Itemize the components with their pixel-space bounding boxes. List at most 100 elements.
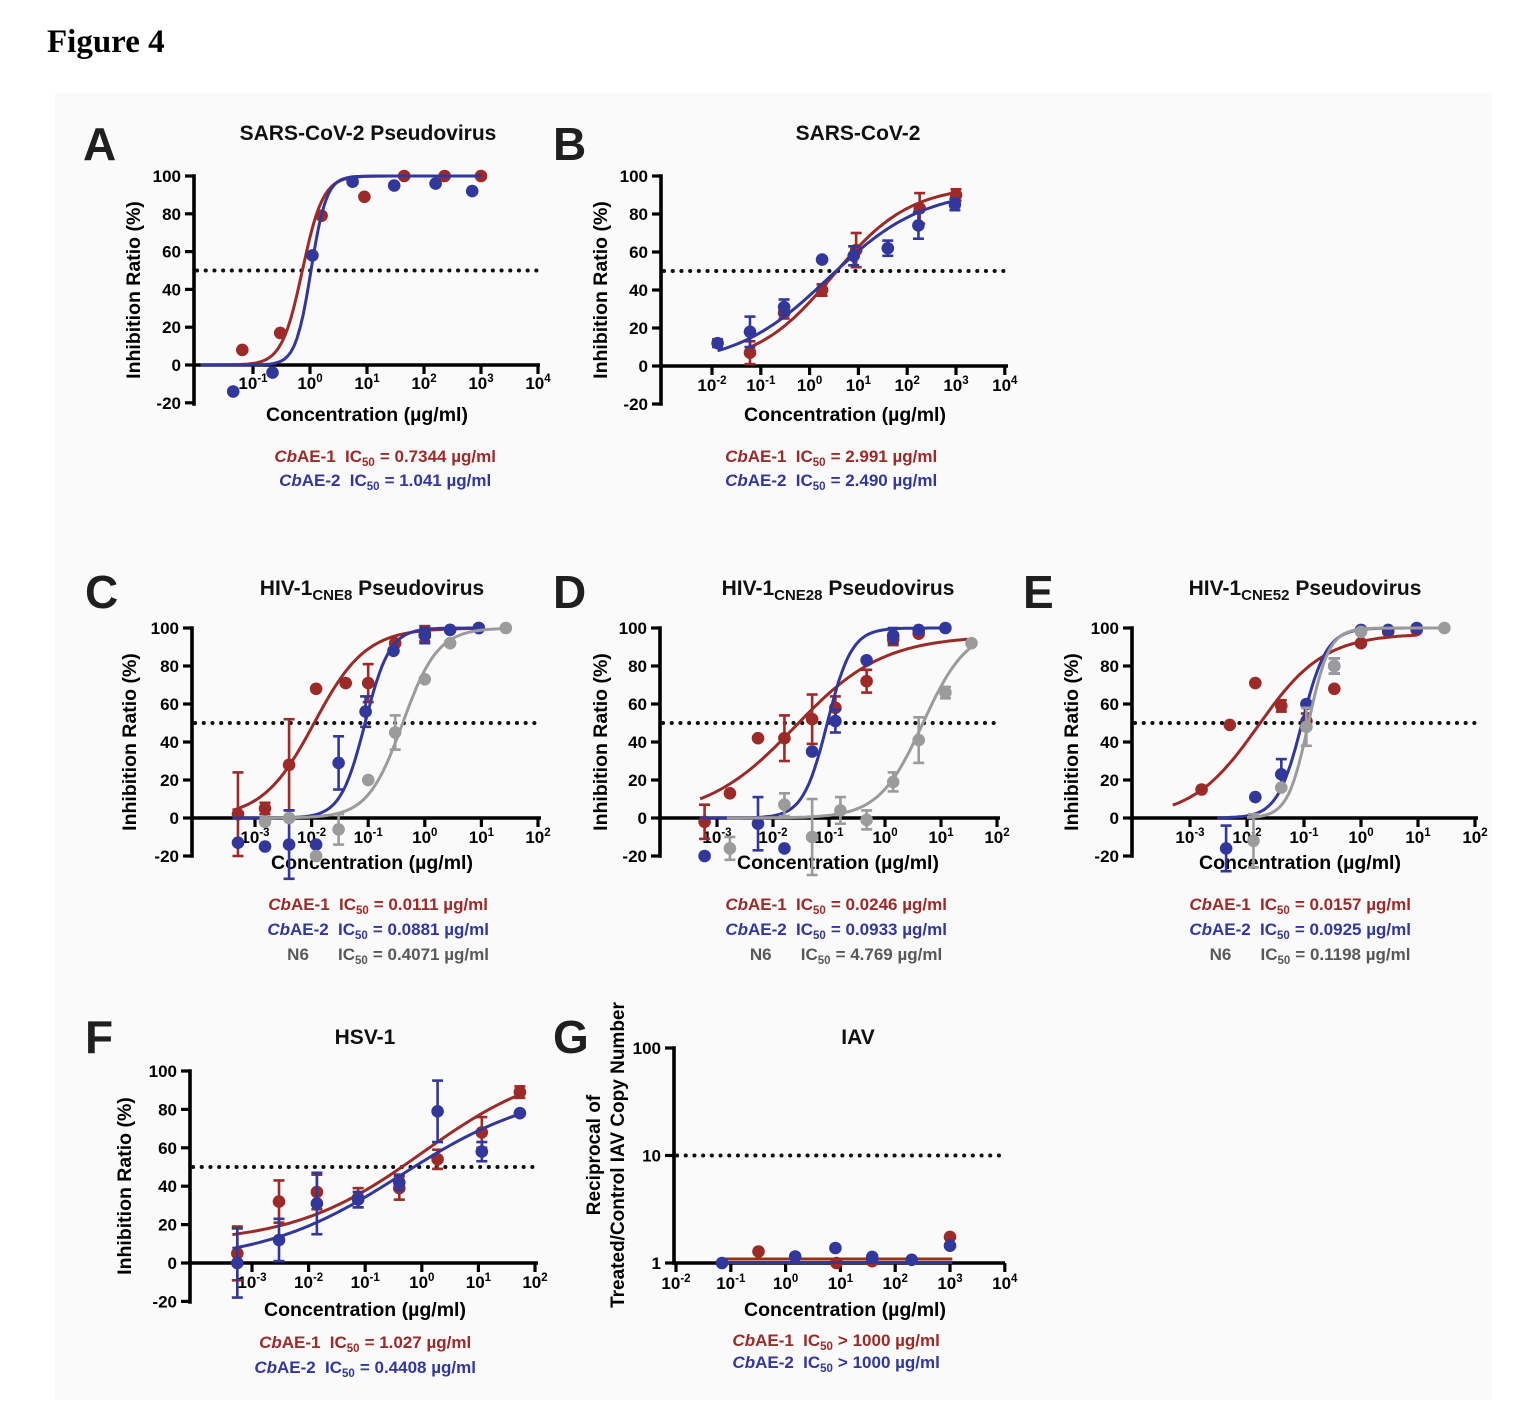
y-tick-label: 0 [170, 809, 179, 828]
legend-ic: IC [795, 447, 813, 466]
data-point [513, 1085, 527, 1099]
data-point [332, 823, 345, 836]
data-point [881, 241, 895, 255]
x-tick-label: 104 [992, 375, 1018, 395]
data-point [388, 726, 402, 739]
data-point [751, 731, 765, 745]
data-point [847, 249, 860, 263]
legend-ic-subscript: 50 [355, 905, 369, 917]
data-point [1275, 699, 1288, 713]
legend-name-italic: Cb [725, 920, 749, 939]
panel-C-legend-row-2: CbAE-2 IC50 = 0.0881 µg/ml [267, 920, 489, 946]
y-tick-label: 20 [1100, 771, 1119, 790]
panel-E-series-N6 [1246, 621, 1451, 869]
y-tick-label: -20 [622, 847, 647, 866]
data-point [309, 682, 323, 696]
data-point [860, 674, 873, 688]
data-point [905, 1253, 918, 1267]
data-point [282, 758, 296, 772]
x-tick-label: 10-2 [661, 1273, 690, 1293]
data-point [309, 838, 323, 851]
data-point [939, 686, 952, 699]
data-point [359, 705, 372, 718]
legend-ic-subscript: 50 [366, 481, 380, 493]
panel-A-ylabel: Inhibition Ratio (%) [123, 201, 145, 379]
data-point [1247, 834, 1260, 848]
legend-ic: IC [1260, 945, 1278, 964]
panel-B-xlabel: Concentration (µg/ml) [744, 404, 946, 426]
legend-name: AE-1 [297, 447, 336, 466]
panel-D-legend-row-1: CbAE-1 IC50 = 0.0246 µg/ml [725, 895, 947, 921]
panel-C-plot: C HIV-1CNE8 Pseudovirus 100 80 60 40 20 0 -20 10-… [85, 566, 551, 881]
panel-D-letter: D [553, 566, 586, 618]
legend-ic50-value: = 0.7344 µg/ml [379, 447, 496, 466]
data-point [346, 175, 359, 188]
y-tick-label: 40 [628, 733, 647, 752]
data-point [751, 817, 765, 830]
y-tick-label: 80 [629, 205, 648, 224]
legend-ic50-value: = 0.0246 µg/ml [830, 895, 947, 914]
data-point [1328, 659, 1341, 673]
legend-ic50-value: = 1.041 µg/ml [384, 471, 492, 490]
data-point [698, 849, 711, 863]
data-point [805, 830, 819, 844]
y-tick-label: 60 [160, 695, 179, 714]
panel-B-letter: B [553, 118, 586, 170]
y-tick-label: 0 [172, 356, 181, 375]
y-tick-label: 100 [1091, 619, 1119, 638]
y-tick-label: 20 [162, 318, 181, 337]
x-tick-label: 102 [522, 1272, 547, 1292]
x-tick-label: 10-1 [1289, 827, 1319, 847]
data-point [258, 840, 272, 853]
legend-name: AE-2 [747, 471, 787, 490]
legend-name-italic: Cb [254, 1358, 278, 1377]
legend-ic: IC [796, 920, 814, 939]
x-tick-label: 101 [466, 1272, 492, 1292]
panel-A-plot: A SARS-CoV-2 Pseudovirus 100 80 60 40 20 0 -20 10… [83, 118, 551, 426]
y-tick-label: 0 [168, 1254, 177, 1273]
panel-D-title: HIV-1CNE28 Pseudovirus [722, 577, 955, 604]
panel-C-ylabel: Inhibition Ratio (%) [119, 653, 141, 831]
panel-E-ylabel: Inhibition Ratio (%) [1061, 653, 1083, 831]
data-point [860, 813, 873, 827]
panel-F-title: HSV-1 [335, 1026, 396, 1049]
panel-B-axes [652, 174, 1008, 406]
data-point [1438, 621, 1451, 635]
panel-D-legend-row-2: CbAE-2 IC50 = 0.0933 µg/ml [725, 920, 947, 946]
data-point [475, 1145, 489, 1158]
y-tick-label: 60 [1100, 695, 1119, 714]
legend-ic50-value: > 1000 µg/ml [837, 1331, 940, 1350]
x-tick-label: 102 [895, 375, 920, 395]
legend-ic: IC [803, 1353, 821, 1372]
legend-name: N6 [287, 945, 309, 964]
data-point [1249, 790, 1262, 804]
data-point [272, 1195, 286, 1208]
x-tick-label: 10-1 [351, 1272, 381, 1292]
legend-ic: IC [1260, 920, 1278, 939]
panel-B-title: SARS-CoV-2 [796, 122, 921, 145]
data-point [387, 179, 401, 192]
x-tick-label: 102 [411, 373, 436, 393]
y-tick-label: 80 [158, 1100, 177, 1119]
legend-ic50-value: = 2.490 µg/ml [830, 471, 938, 490]
panel-F-ylabel: Inhibition Ratio (%) [114, 1097, 136, 1275]
legend-name: AE-1 [748, 895, 787, 914]
data-point [805, 745, 819, 758]
data-point [1275, 781, 1288, 794]
panel-A-letter: A [83, 118, 116, 170]
x-tick-label: 100 [412, 827, 437, 847]
panel-C-title: HIV-1CNE8 Pseudovirus [260, 577, 484, 604]
data-point [815, 253, 829, 266]
legend-ic50-value: = 0.0111 µg/ml [373, 895, 489, 914]
panel-F-plot: F HSV-1 100 80 60 40 20 0 -20 10-3 10-2 10-1 100 101 1… [85, 1011, 548, 1321]
panel-C-legend-row-1: CbAE-1 IC50 = 0.0111 µg/ml [268, 895, 488, 921]
data-point [723, 787, 737, 800]
x-tick-label: 10-1 [716, 1273, 746, 1293]
x-tick-label: 103 [468, 373, 493, 393]
data-point [272, 1233, 286, 1247]
x-tick-label: 10-1 [746, 375, 776, 395]
panel-F-legend-row-2: CbAE-2 IC50 = 0.4408 µg/ml [254, 1358, 476, 1384]
y-tick-label: 40 [158, 1177, 177, 1196]
data-point [886, 629, 900, 642]
